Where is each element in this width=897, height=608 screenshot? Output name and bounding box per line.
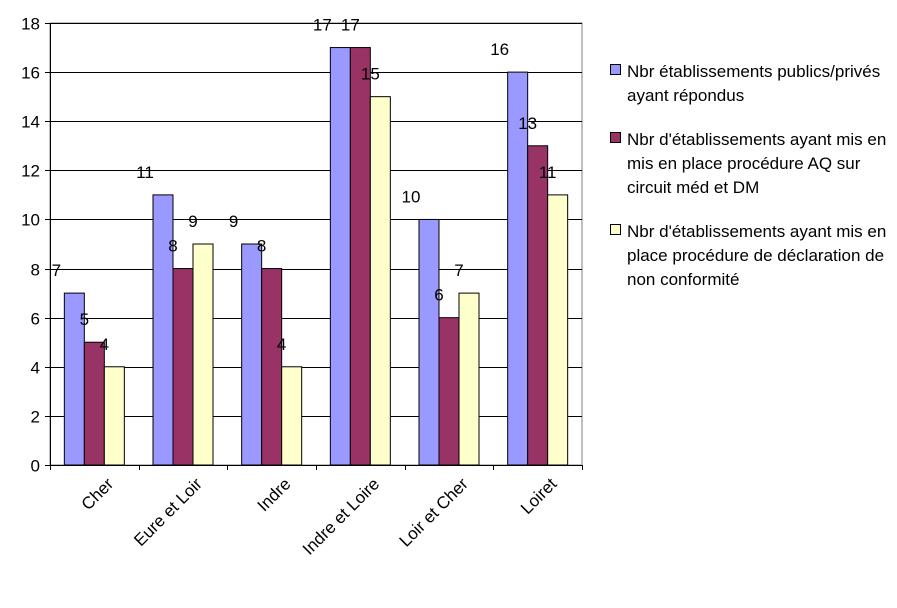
bar xyxy=(349,47,371,466)
data-label: 7 xyxy=(52,261,61,280)
y-tick-label: 12 xyxy=(21,162,40,181)
y-tick-label: 8 xyxy=(31,261,40,280)
legend-item-series-3: Nbr d'établissements ayant mis en place … xyxy=(610,220,895,292)
x-tick-label: Loiret xyxy=(517,474,561,518)
bar xyxy=(329,47,351,466)
legend-item-series-2: Nbr d'établissements ayant mis en mis en… xyxy=(610,128,895,200)
x-tick-label: Loir et Cher xyxy=(396,474,472,550)
data-label: 8 xyxy=(168,237,177,256)
data-label: 4 xyxy=(100,335,109,354)
data-label: 17 xyxy=(341,16,360,35)
y-tick-label: 14 xyxy=(21,113,40,132)
data-label: 8 xyxy=(257,237,266,256)
data-label: 9 xyxy=(188,212,197,231)
legend-label: Nbr d'établissements ayant mis en place … xyxy=(627,222,887,289)
bar xyxy=(527,145,549,466)
axes xyxy=(45,23,583,470)
legend-label: Nbr établissements publics/privés ayant … xyxy=(627,62,881,105)
bar xyxy=(547,194,569,466)
data-label: 10 xyxy=(402,187,421,206)
bar xyxy=(438,317,460,466)
data-label: 4 xyxy=(277,335,286,354)
data-label: 9 xyxy=(229,212,238,231)
x-tick-label: Cher xyxy=(78,474,118,514)
bar xyxy=(458,292,480,466)
y-tick-label: 18 xyxy=(21,15,40,34)
data-label: 13 xyxy=(518,114,537,133)
bar xyxy=(281,366,303,466)
bar xyxy=(418,218,440,466)
y-tick-label: 4 xyxy=(31,359,40,378)
y-tick-label: 10 xyxy=(21,211,40,230)
bar xyxy=(192,243,214,466)
legend-item-series-1: Nbr établissements publics/privés ayant … xyxy=(610,60,895,108)
data-label: 5 xyxy=(80,310,89,329)
legend-label: Nbr d'établissements ayant mis en mis en… xyxy=(627,130,887,197)
x-tick-label: Indre xyxy=(254,474,295,515)
data-label: 11 xyxy=(539,163,557,182)
bar xyxy=(369,96,391,466)
bar xyxy=(152,194,174,466)
data-label: 17 xyxy=(313,16,332,35)
legend-swatch xyxy=(610,132,621,143)
bar xyxy=(261,268,283,466)
legend-swatch xyxy=(610,224,621,235)
y-tick-labels: 0 2 4 6 8 10 12 14 16 18 xyxy=(21,15,40,476)
y-tick-label: 0 xyxy=(31,457,40,476)
data-label: 16 xyxy=(490,40,509,59)
legend-swatch xyxy=(610,64,621,75)
gridlines xyxy=(49,22,583,466)
data-label: 7 xyxy=(454,261,463,280)
x-tick-label: Indre et Loire xyxy=(299,474,383,558)
y-tick-label: 16 xyxy=(21,64,40,83)
legend: Nbr établissements publics/privés ayant … xyxy=(610,60,895,312)
bar xyxy=(103,366,125,466)
bar xyxy=(172,268,194,466)
data-label: 11 xyxy=(136,163,154,182)
data-label: 15 xyxy=(361,65,380,84)
x-tick-label: Eure et Loir xyxy=(130,474,206,550)
y-tick-label: 2 xyxy=(31,408,40,427)
plot-area xyxy=(49,22,583,466)
bar xyxy=(241,243,263,466)
bar xyxy=(83,341,105,466)
data-label: 6 xyxy=(434,286,443,305)
y-tick-label: 6 xyxy=(31,310,40,329)
x-tick-labels: Cher Eure et Loir Indre Indre et Loire Loir … xyxy=(78,474,561,559)
bars xyxy=(63,47,569,466)
